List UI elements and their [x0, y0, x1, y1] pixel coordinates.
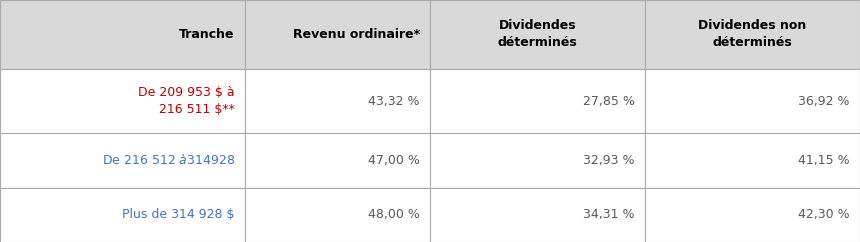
Text: Tranche: Tranche	[179, 28, 235, 41]
Bar	[645, 188, 860, 242]
Text: De 216 512 $ à 314 928 $: De 216 512 $ à 314 928 $	[101, 153, 235, 167]
Text: 27,85 %: 27,85 %	[583, 95, 635, 107]
Bar	[430, 0, 645, 69]
Text: 42,30 %: 42,30 %	[798, 208, 850, 221]
Bar	[430, 133, 645, 188]
Text: De 209 953 $ à
216 511 $**: De 209 953 $ à 216 511 $**	[138, 86, 235, 116]
Text: Revenu ordinaire*: Revenu ordinaire*	[292, 28, 420, 41]
Text: 48,00 %: 48,00 %	[368, 208, 420, 221]
Text: 43,32 %: 43,32 %	[368, 95, 420, 107]
Bar	[245, 133, 430, 188]
Bar	[245, 69, 430, 133]
Text: 32,93 %: 32,93 %	[583, 154, 635, 167]
Bar	[0, 133, 245, 188]
Bar	[0, 69, 245, 133]
Text: 34,31 %: 34,31 %	[583, 208, 635, 221]
Text: Plus de 314 928 $: Plus de 314 928 $	[122, 208, 235, 221]
Bar	[645, 69, 860, 133]
Bar	[245, 188, 430, 242]
Bar	[645, 0, 860, 69]
Text: 47,00 %: 47,00 %	[368, 154, 420, 167]
Text: Dividendes
déterminés: Dividendes déterminés	[498, 20, 577, 49]
Text: 36,92 %: 36,92 %	[798, 95, 850, 107]
Bar	[430, 188, 645, 242]
Bar	[645, 133, 860, 188]
Bar	[0, 188, 245, 242]
Text: 41,15 %: 41,15 %	[798, 154, 850, 167]
Bar	[245, 0, 430, 69]
Bar	[430, 69, 645, 133]
Bar	[0, 0, 245, 69]
Text: Dividendes non
déterminés: Dividendes non déterminés	[698, 20, 807, 49]
